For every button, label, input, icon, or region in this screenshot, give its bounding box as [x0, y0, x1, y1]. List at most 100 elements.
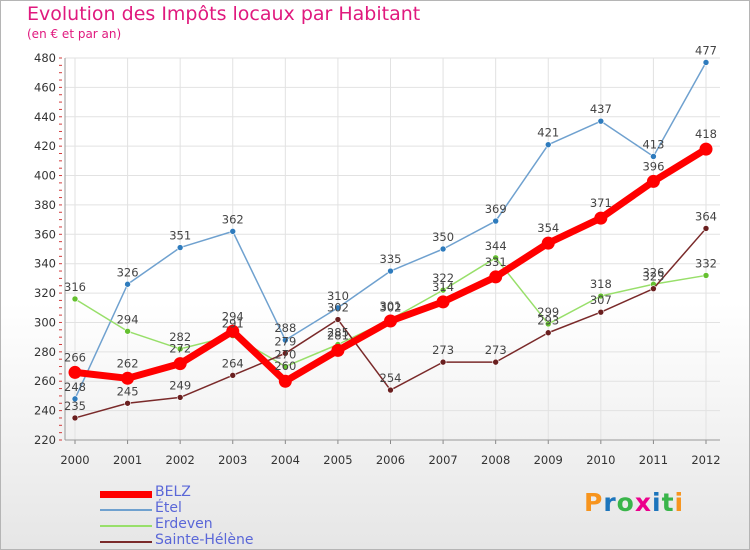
data-point	[121, 371, 135, 385]
data-label: 354	[537, 221, 559, 235]
data-point	[282, 350, 289, 357]
legend-item: Étel	[100, 500, 300, 518]
data-point	[650, 285, 657, 292]
data-point	[282, 336, 289, 344]
legend-label: Étel	[155, 500, 182, 516]
data-label: 364	[695, 209, 717, 223]
data-label: 307	[590, 293, 612, 307]
data-label: 362	[222, 212, 244, 226]
logo-letter: i	[674, 488, 685, 517]
data-point	[439, 245, 447, 253]
data-label: 323	[642, 270, 664, 284]
data-point	[282, 363, 289, 370]
legend-swatch	[100, 541, 152, 543]
data-label: 326	[117, 265, 139, 279]
data-label: 477	[695, 43, 717, 57]
data-point	[334, 316, 342, 323]
data-point	[176, 345, 184, 353]
legend-item: Erdeven	[100, 516, 300, 534]
data-label: 249	[169, 378, 191, 392]
data-point	[71, 295, 79, 303]
data-point	[646, 174, 660, 188]
y-tick-label: 260	[34, 374, 56, 388]
data-point	[124, 280, 131, 288]
x-tick-label: 2002	[166, 453, 195, 467]
logo-letter: t	[661, 488, 675, 517]
chart-title: Evolution des Impôts locaux par Habitant	[27, 3, 421, 25]
x-tick-label: 2010	[586, 453, 615, 467]
legend-swatch	[100, 525, 152, 527]
data-point	[597, 117, 605, 125]
data-label: 270	[274, 348, 296, 362]
data-point	[439, 286, 447, 294]
data-label: 294	[117, 312, 139, 326]
chart-subtitle: (en € et par an)	[27, 27, 122, 41]
legend-label: BELZ	[155, 484, 191, 500]
data-label: 248	[64, 380, 86, 394]
y-tick-label: 380	[34, 198, 56, 212]
data-label: 301	[380, 299, 402, 313]
data-point	[176, 244, 184, 251]
data-point	[331, 343, 345, 357]
data-label: 332	[695, 256, 717, 270]
legend-label: Erdeven	[155, 516, 213, 532]
data-point	[702, 272, 710, 279]
axis-layer: 220 240 260 280 300 320 340 360 380 400 420 440 460 4…	[34, 51, 721, 467]
data-point	[702, 59, 710, 66]
logo-letter: x	[634, 488, 652, 517]
data-label: 254	[380, 371, 402, 385]
data-label: 288	[274, 321, 296, 335]
legend-swatch	[100, 509, 152, 511]
data-point	[544, 320, 552, 328]
data-label: 285	[327, 326, 349, 340]
x-tick-label: 2004	[271, 453, 300, 467]
x-tick-label: 2012	[691, 453, 720, 467]
series-layer	[68, 59, 713, 422]
data-label: 262	[117, 356, 139, 370]
data-point	[436, 295, 450, 309]
y-tick-label: 280	[34, 345, 56, 359]
data-point	[124, 327, 131, 335]
logo-letter: P	[584, 488, 604, 517]
data-label-layer: 248 326 351 362 288 310 335 350 369 421 437 413 477 3…	[64, 43, 717, 413]
data-label: 282	[169, 330, 191, 344]
data-label: 344	[485, 239, 507, 253]
data-point	[334, 304, 342, 312]
y-tick-label: 360	[34, 227, 56, 241]
data-label: 264	[222, 356, 244, 370]
data-point	[699, 142, 713, 156]
data-point	[71, 395, 79, 403]
x-tick-label: 2001	[113, 453, 142, 467]
data-label: 273	[432, 343, 454, 357]
data-point	[226, 324, 240, 338]
logo-letter: o	[616, 488, 635, 517]
data-label: 421	[537, 126, 559, 140]
data-label: 369	[485, 202, 507, 216]
data-point	[594, 211, 608, 225]
y-tick-label: 420	[34, 139, 56, 153]
data-label: 310	[327, 289, 349, 303]
y-tick-label: 400	[34, 169, 56, 183]
x-tick-label: 2006	[376, 453, 405, 467]
data-point	[387, 267, 394, 275]
y-tick-label: 320	[34, 286, 56, 300]
data-label: 281	[327, 328, 349, 342]
x-tick-label: 2009	[534, 453, 563, 467]
data-label: 260	[274, 359, 296, 373]
y-tick-label: 340	[34, 257, 56, 271]
data-label: 235	[64, 399, 86, 413]
data-point	[544, 141, 552, 148]
data-label: 314	[432, 280, 454, 294]
data-label: 396	[642, 159, 664, 173]
data-point	[597, 292, 605, 300]
x-tick-label: 2008	[481, 453, 510, 467]
data-label: 351	[169, 229, 191, 243]
data-label: 266	[64, 350, 86, 364]
data-point	[544, 329, 552, 337]
data-label: 335	[380, 252, 402, 266]
data-point	[492, 254, 499, 262]
x-tick-label: 2007	[428, 453, 457, 467]
data-label: 291	[222, 317, 244, 331]
y-tick-label: 300	[34, 315, 56, 329]
